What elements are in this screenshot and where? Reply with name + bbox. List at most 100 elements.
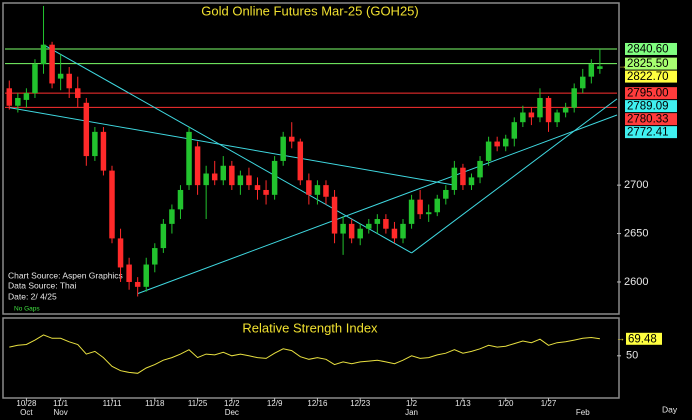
x-tick-label: 1/27 xyxy=(541,399,557,408)
x-tick-label: 10/28 xyxy=(16,399,37,408)
candle-body xyxy=(49,44,55,84)
candle-body xyxy=(92,131,98,157)
price-label: 2789.09 xyxy=(627,101,669,113)
rsi-last-label: 69.48 xyxy=(628,333,657,345)
candle-body xyxy=(417,199,423,215)
candle-body xyxy=(169,209,175,224)
trend-line xyxy=(411,98,618,254)
candle-body xyxy=(229,165,235,186)
x-tick-label: 1/20 xyxy=(498,399,514,408)
candle-body xyxy=(400,223,406,239)
annotation: Date: 2/ 4/25 xyxy=(8,291,57,301)
trend-line xyxy=(137,114,618,295)
price-label: 2780.33 xyxy=(627,114,669,126)
candle-body xyxy=(237,175,244,186)
rsi-y-tick-label: 50 xyxy=(626,350,638,362)
candle-body xyxy=(494,141,500,147)
candle-body xyxy=(194,146,201,186)
price-label-box xyxy=(625,42,677,55)
candle-body xyxy=(597,66,603,69)
candle-body xyxy=(391,228,398,239)
candle-body xyxy=(460,167,466,186)
candle-body xyxy=(331,196,338,234)
rsi-last-box xyxy=(626,332,662,345)
candle-body xyxy=(211,173,218,181)
candle-body xyxy=(152,248,158,265)
candle-body xyxy=(588,64,595,77)
candle-body xyxy=(348,223,355,239)
candle-body xyxy=(306,180,312,195)
price-label-box xyxy=(625,57,677,70)
x-tick-label: 12/23 xyxy=(350,399,371,408)
rsi-line xyxy=(9,334,600,374)
candle-body xyxy=(23,93,30,100)
x-tick-label: 1/13 xyxy=(455,399,471,408)
candle-body xyxy=(357,228,363,239)
x-tick-label: 1/2 xyxy=(406,399,418,408)
candle-body xyxy=(186,131,192,186)
y-tick-label: 2650 xyxy=(624,227,648,239)
rsi-title: Relative Strength Index xyxy=(242,320,378,335)
candle-body xyxy=(289,136,295,142)
candle-body xyxy=(528,112,535,118)
x-tick-label: 12/9 xyxy=(267,399,283,408)
candle-body xyxy=(6,88,13,106)
month-label: Nov xyxy=(54,408,68,417)
candle-body xyxy=(15,97,21,106)
candle-body xyxy=(220,165,227,181)
candle-body xyxy=(408,199,415,224)
candle-body xyxy=(443,189,449,199)
y-tick-label: 2700 xyxy=(624,179,648,191)
price-label-box xyxy=(625,100,677,113)
candle-body xyxy=(571,88,577,108)
candle-body xyxy=(117,238,124,268)
candle-body xyxy=(100,131,107,171)
candle-body xyxy=(126,264,132,282)
candle-body xyxy=(502,138,509,147)
month-label: Dec xyxy=(225,408,239,417)
candle-body xyxy=(57,73,64,79)
trend-line xyxy=(43,44,412,254)
candle-body xyxy=(545,97,552,123)
x-tick-label: 11/1 xyxy=(53,399,69,408)
candle-body xyxy=(203,173,209,186)
candle-body xyxy=(477,160,483,178)
period-label: Day xyxy=(662,404,678,414)
candle-body xyxy=(425,212,432,215)
candle-body xyxy=(143,264,149,287)
candle-body xyxy=(323,185,329,197)
candle-body xyxy=(83,102,90,157)
candle-body xyxy=(109,170,115,239)
candle-body xyxy=(263,189,269,195)
candle-body xyxy=(66,73,72,89)
month-label: Oct xyxy=(20,408,33,417)
trend-line xyxy=(9,107,455,186)
candle-body xyxy=(160,223,167,249)
price-panel-frame xyxy=(2,2,620,315)
price-label-box xyxy=(625,70,677,83)
candle-body xyxy=(314,185,321,195)
price-label: 2825.50 xyxy=(627,58,669,70)
price-label: 2840.60 xyxy=(627,43,669,55)
candle-body xyxy=(468,177,475,186)
x-tick-label: 11/18 xyxy=(145,399,165,408)
candle-body xyxy=(280,136,286,161)
candle-body xyxy=(254,185,261,190)
rsi-panel-frame xyxy=(2,317,620,399)
candle-body xyxy=(562,107,569,113)
month-label: Feb xyxy=(576,408,590,417)
y-tick-label: 2600 xyxy=(624,276,648,288)
candle-body xyxy=(246,175,252,186)
price-label-box xyxy=(625,113,677,126)
candle-body xyxy=(75,88,81,98)
candle-body xyxy=(434,198,440,213)
last-price-arrow: → xyxy=(618,61,627,71)
price-label-box xyxy=(625,126,677,139)
candle-body xyxy=(537,97,543,118)
candle-body xyxy=(580,76,586,89)
candle-body xyxy=(383,219,389,229)
candle-body xyxy=(485,141,492,161)
candle-body xyxy=(520,112,526,123)
